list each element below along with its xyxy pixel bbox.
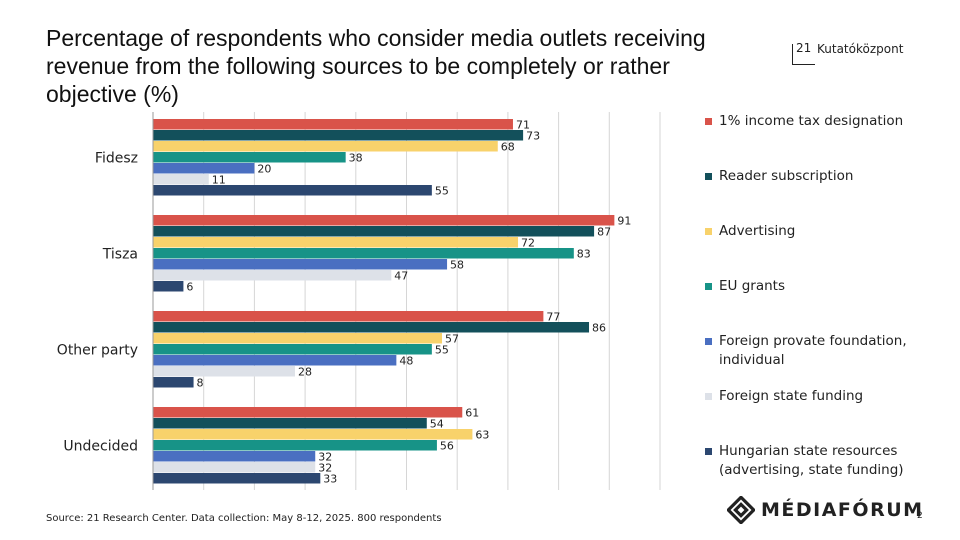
- data-label: 32: [318, 461, 332, 474]
- legend-item: Advertising: [705, 222, 955, 241]
- brand-name: Kutatóközpont: [817, 42, 904, 56]
- data-label: 28: [298, 365, 312, 378]
- legend-swatch: [705, 393, 712, 400]
- legend-label: Advertising: [719, 223, 796, 239]
- bar: [153, 237, 519, 248]
- bar: [153, 259, 448, 270]
- brand-number: 21: [796, 41, 812, 55]
- legend-item: 1% income tax designation: [705, 112, 955, 131]
- data-label: 47: [394, 269, 408, 282]
- category-label: Fidesz: [95, 151, 138, 167]
- bar: [153, 248, 574, 259]
- data-label: 32: [318, 450, 332, 463]
- data-label: 61: [465, 406, 479, 419]
- legend-item: Foreign provate foundation, individual: [705, 332, 955, 370]
- bar: [153, 311, 544, 322]
- legend-swatch: [705, 283, 712, 290]
- data-label: 8: [197, 376, 204, 389]
- bar: [153, 152, 346, 163]
- legend-swatch: [705, 228, 712, 235]
- bar: [153, 366, 295, 377]
- data-label: 77: [546, 310, 560, 323]
- data-label: 11: [212, 173, 226, 186]
- page-number: 2: [917, 511, 923, 521]
- category-label: Undecided: [63, 439, 138, 455]
- bar: [153, 141, 498, 152]
- data-label: 48: [399, 354, 413, 367]
- mediaforum-logo-text: MÉDIAFÓRUM: [761, 499, 924, 521]
- bar: [153, 215, 615, 226]
- data-label: 86: [592, 321, 606, 334]
- data-label: 87: [597, 225, 611, 238]
- bar: [153, 333, 442, 344]
- bar: [153, 344, 432, 355]
- legend-label: 1% income tax designation: [719, 113, 904, 129]
- data-label: 71: [516, 118, 530, 131]
- bar: [153, 174, 209, 185]
- legend-label: Foreign state funding: [719, 388, 864, 404]
- bar: [153, 119, 513, 130]
- legend-swatch: [705, 173, 712, 180]
- legend-item: Reader subscription: [705, 167, 955, 186]
- legend-label: Hungarian state resources (advertising, …: [719, 443, 904, 478]
- legend-item: Hungarian state resources (advertising, …: [705, 442, 955, 480]
- data-label: 73: [526, 129, 540, 142]
- data-label: 55: [435, 184, 449, 197]
- data-label: 20: [257, 162, 271, 175]
- data-label: 68: [501, 140, 515, 153]
- data-label: 91: [617, 214, 631, 227]
- source-note: Source: 21 Research Center. Data collect…: [46, 513, 442, 524]
- kutatokozpont-logo: 21 Kutatóközpont: [792, 41, 904, 66]
- bar: [153, 226, 595, 237]
- data-label: 54: [430, 417, 444, 430]
- bar: [153, 130, 524, 141]
- data-label: 6: [186, 280, 193, 293]
- legend-label: Reader subscription: [719, 168, 854, 184]
- mediaforum-mark-icon: [727, 496, 755, 524]
- data-label: 63: [475, 428, 489, 441]
- brand-bracket-icon: 21: [792, 41, 815, 65]
- data-label: 33: [323, 472, 337, 485]
- bar: [153, 322, 590, 333]
- data-label: 72: [521, 236, 535, 249]
- bar: [153, 462, 316, 473]
- data-label: 56: [440, 439, 454, 452]
- bar: [153, 451, 316, 462]
- bar: [153, 377, 194, 388]
- bar: [153, 429, 473, 440]
- legend-item: Foreign state funding: [705, 387, 955, 406]
- data-label: 83: [577, 247, 591, 260]
- bar: [153, 270, 392, 281]
- legend-swatch: [705, 338, 712, 345]
- data-label: 55: [435, 343, 449, 356]
- chart-title: Percentage of respondents who consider m…: [46, 25, 706, 107]
- legend-swatch: [705, 118, 712, 125]
- legend-label: Foreign provate foundation, individual: [719, 333, 907, 368]
- mediaforum-logo: MÉDIAFÓRUM: [727, 496, 924, 524]
- bar: [153, 185, 432, 196]
- legend-item: EU grants: [705, 277, 955, 296]
- bar: [153, 407, 463, 418]
- category-label: Tisza: [102, 247, 138, 263]
- data-label: 58: [450, 258, 464, 271]
- bar: [153, 281, 184, 292]
- legend-swatch: [705, 448, 712, 455]
- bar: [153, 418, 427, 429]
- legend-label: EU grants: [719, 278, 785, 294]
- bar: [153, 355, 397, 366]
- category-label: Other party: [57, 343, 138, 359]
- data-label: 57: [445, 332, 459, 345]
- bar: [153, 473, 321, 484]
- bar: [153, 163, 255, 174]
- bar: [153, 440, 437, 451]
- data-label: 38: [349, 151, 363, 164]
